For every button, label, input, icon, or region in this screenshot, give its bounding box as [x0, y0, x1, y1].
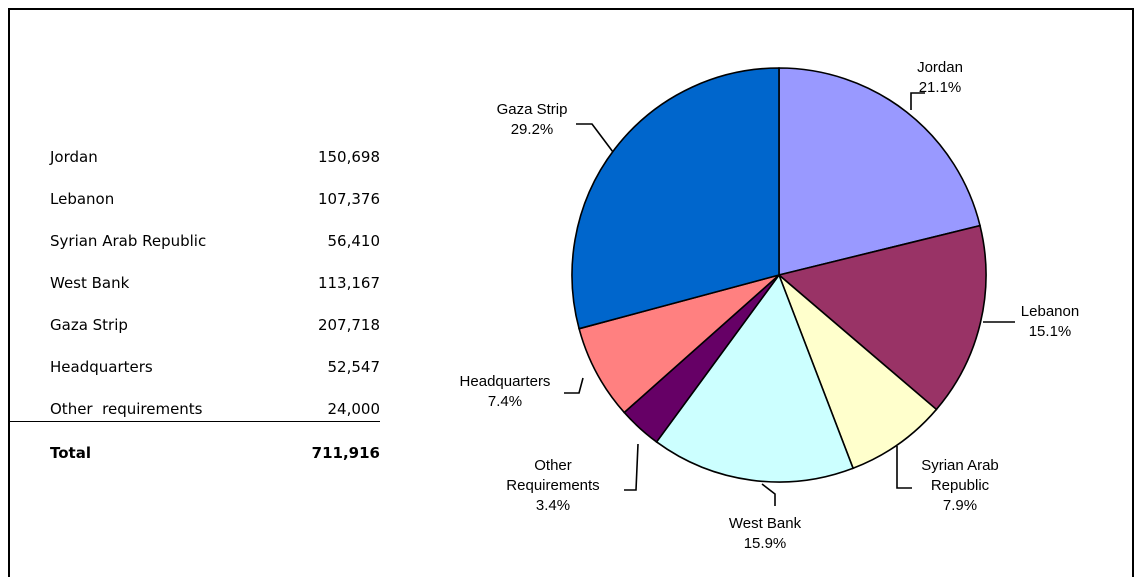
leader-line — [910, 92, 925, 110]
slice-label: Jordan 21.1% — [917, 59, 963, 96]
pie-slice-syrian-arab-republic — [778, 274, 938, 470]
table-row: Syrian Arab Republic 56,410 — [50, 232, 380, 252]
row-value: 150,698 — [317, 148, 380, 166]
leader-line — [896, 446, 912, 489]
slice-label: Headquarters 7.4% — [460, 373, 551, 410]
row-name: Headquarters — [50, 358, 153, 376]
row-name: Jordan — [50, 148, 98, 166]
pie-slice-lebanon — [777, 224, 987, 411]
row-value: 107,376 — [317, 190, 380, 208]
pie-slice-headquarters — [578, 274, 780, 414]
total-value: 711,916 — [311, 444, 380, 462]
slice-label: Lebanon 15.1% — [1021, 303, 1079, 340]
row-value: 56,410 — [327, 232, 381, 250]
slice-label: Gaza Strip 29.2% — [497, 101, 568, 138]
leader-line — [761, 483, 776, 506]
table-row: Jordan 150,698 — [50, 148, 380, 168]
row-name: Syrian Arab Republic — [50, 232, 207, 250]
total-rule — [8, 421, 380, 422]
row-value: 24,000 — [327, 400, 381, 418]
pie-slice-west-bank — [655, 273, 855, 483]
pie-slice-gaza-strip — [571, 67, 780, 330]
row-value: 207,718 — [317, 316, 380, 334]
total-row: Total 711,916 — [50, 444, 380, 464]
row-name: Other requirements — [50, 400, 203, 418]
table-row: West Bank 113,167 — [50, 274, 380, 294]
table-row: Headquarters 52,547 — [50, 358, 380, 378]
row-name: Gaza Strip — [50, 316, 128, 334]
table-row: Gaza Strip 207,718 — [50, 316, 380, 336]
table-row: Other requirements 24,000 — [50, 400, 380, 420]
row-name: Lebanon — [50, 190, 115, 208]
total-label: Total — [50, 444, 91, 462]
table-row: Lebanon 107,376 — [50, 190, 380, 210]
row-value: 113,167 — [317, 274, 380, 292]
row-name: West Bank — [50, 274, 130, 292]
leader-line — [564, 377, 584, 394]
frame-left-border — [8, 8, 10, 577]
slice-label: Other Requirements 3.4% — [506, 457, 599, 514]
pie-slice-jordan — [778, 67, 981, 277]
slice-label: West Bank 15.9% — [729, 515, 802, 552]
row-value: 52,547 — [327, 358, 381, 376]
frame-top-border — [8, 8, 1134, 10]
frame-right-border — [1132, 8, 1134, 577]
leader-line — [576, 123, 614, 153]
leader-line — [624, 443, 639, 491]
data-table: Jordan 150,698 Lebanon 107,376 Syrian Ar… — [0, 0, 400, 577]
slice-label: Syrian Arab Republic 7.9% — [921, 457, 999, 514]
